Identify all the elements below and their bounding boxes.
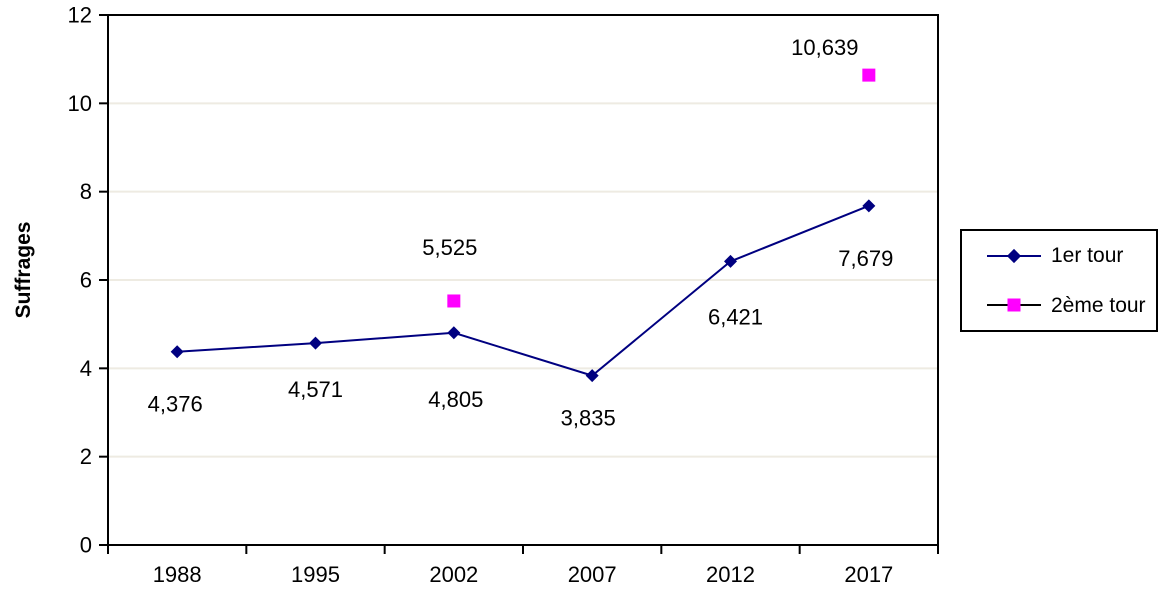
data-label-2007-s0: 3,835 <box>561 406 616 431</box>
legend-label-2eme-tour: 2ème tour <box>1051 293 1146 317</box>
legend-label-1er-tour: 1er tour <box>1051 244 1124 268</box>
data-point-diamond-2002 <box>447 326 461 340</box>
legend-item-2eme-tour: 2ème tour <box>962 295 1156 316</box>
data-label-1988-s0: 4,376 <box>148 392 203 417</box>
x-tick-label-1988: 1988 <box>153 562 202 587</box>
data-point-diamond-2007 <box>585 369 599 383</box>
x-tick-label-1995: 1995 <box>291 562 340 587</box>
data-label-2012-s0: 6,421 <box>708 304 763 329</box>
data-point-diamond-2012 <box>724 254 737 268</box>
square-marker-icon <box>1007 298 1021 312</box>
data-label-2017-s1: 10,639 <box>791 35 858 60</box>
y-tick-label-0: 0 <box>80 533 92 558</box>
y-tick-label-12: 12 <box>68 3 92 28</box>
data-label-2002-s0: 4,805 <box>428 387 483 412</box>
x-tick-label-2017: 2017 <box>844 562 893 587</box>
legend: 1er tour 2ème tour <box>960 229 1158 332</box>
series-line-1er-tour <box>177 204 870 377</box>
y-tick-label-8: 8 <box>80 179 92 204</box>
data-label-2017-s0: 7,679 <box>838 246 893 271</box>
y-tick-label-6: 6 <box>80 268 92 293</box>
data-label-2002-s1: 5,525 <box>422 235 477 260</box>
legend-item-1er-tour: 1er tour <box>962 245 1156 266</box>
data-point-diamond-2017 <box>862 199 876 213</box>
legend-sample-2eme-tour <box>987 298 1041 312</box>
x-tick-label-2012: 2012 <box>706 562 755 587</box>
data-point-square-2017 <box>862 68 876 82</box>
data-point-diamond-1988 <box>170 345 184 359</box>
y-tick-label-4: 4 <box>80 356 92 381</box>
data-label-1995-s0: 4,571 <box>288 377 343 402</box>
x-tick-label-2007: 2007 <box>568 562 617 587</box>
y-tick-label-10: 10 <box>68 91 92 116</box>
legend-sample-1er-tour <box>987 248 1041 263</box>
diamond-marker-icon <box>1006 248 1022 263</box>
y-tick-label-2: 2 <box>80 444 92 469</box>
x-tick-label-2002: 2002 <box>429 562 478 587</box>
data-point-diamond-1995 <box>309 336 322 350</box>
y-axis-title: Suffrages <box>12 222 35 319</box>
data-point-square-2002 <box>447 294 461 308</box>
